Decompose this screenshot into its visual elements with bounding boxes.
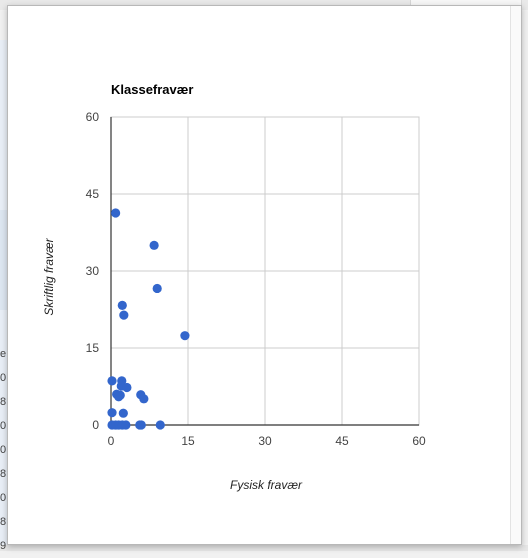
data-point[interactable] — [117, 300, 127, 310]
y-tick-label: 60 — [86, 110, 100, 124]
background-cell: 8 — [0, 396, 6, 408]
data-point[interactable] — [149, 240, 159, 250]
x-tick-label: 0 — [108, 434, 115, 448]
data-point[interactable] — [107, 376, 117, 386]
background-cell: 8 — [0, 516, 6, 528]
y-axis-ticks: 0 15 30 45 60 — [86, 110, 100, 432]
x-axis-title: Fysisk fravær — [230, 478, 303, 492]
data-point[interactable] — [121, 420, 131, 430]
data-point[interactable] — [111, 208, 121, 218]
chart-points — [107, 208, 190, 430]
data-point[interactable] — [139, 394, 149, 404]
x-tick-label: 30 — [258, 434, 272, 448]
y-tick-label: 30 — [86, 264, 100, 278]
data-point[interactable] — [119, 310, 129, 320]
chart-popup[interactable]: Klassefravær 0 15 30 45 60 0 15 30 45 60 Fysisk … — [7, 5, 522, 545]
x-axis-ticks: 0 15 30 45 60 — [108, 434, 426, 448]
background-cell: 0 — [0, 372, 6, 384]
x-tick-label: 45 — [335, 434, 349, 448]
chart-title: Klassefravær — [111, 82, 193, 97]
x-tick-label: 15 — [181, 434, 195, 448]
background-window-bottom — [0, 545, 528, 551]
popup-scrollbar[interactable] — [510, 6, 521, 544]
data-point[interactable] — [118, 408, 128, 418]
data-point[interactable] — [136, 420, 146, 430]
background-cell-column: e 0 8 0 0 8 0 8 9 — [0, 342, 6, 558]
data-point[interactable] — [152, 283, 162, 294]
background-cell: 8 — [0, 468, 6, 480]
data-point[interactable] — [180, 331, 190, 341]
y-tick-label: 45 — [86, 187, 100, 201]
scatter-chart: Klassefravær 0 15 30 45 60 0 15 30 45 60 Fysisk … — [42, 82, 426, 492]
background-cell: e — [0, 348, 6, 360]
x-tick-label: 60 — [412, 434, 426, 448]
background-cell: 9 — [0, 540, 6, 552]
chart-grid — [110, 116, 420, 426]
data-point[interactable] — [155, 420, 165, 430]
y-tick-label: 0 — [92, 418, 99, 432]
y-tick-label: 15 — [86, 341, 100, 355]
data-point[interactable] — [107, 408, 117, 418]
data-point[interactable] — [114, 392, 124, 402]
background-cell: 0 — [0, 492, 6, 504]
data-point[interactable] — [122, 382, 132, 393]
background-cell: 0 — [0, 444, 6, 456]
background-cell: 0 — [0, 420, 6, 432]
y-axis-title: Skriftlig fravær — [42, 237, 56, 315]
background-sheet-strip — [0, 210, 8, 310]
